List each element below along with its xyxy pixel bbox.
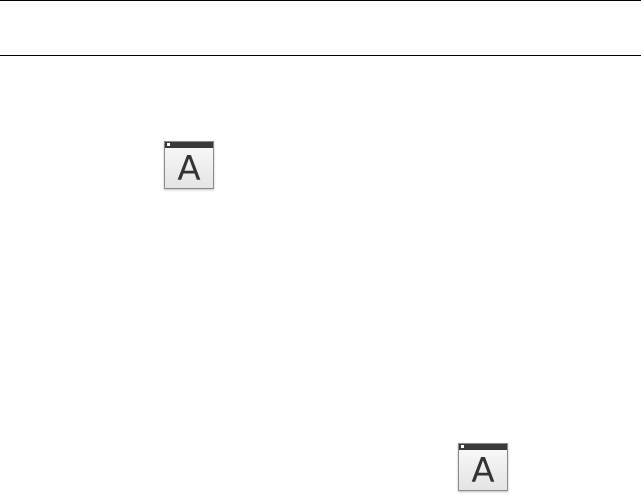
font-app-icon[interactable]: A (458, 443, 508, 491)
header-divider (0, 55, 641, 56)
letter-a-glyph: A (471, 451, 495, 491)
top-divider (0, 0, 641, 1)
letter-a-glyph: A (177, 149, 201, 189)
font-app-icon[interactable]: A (164, 141, 214, 189)
window-titlebar-icon (165, 142, 213, 148)
window-titlebar-icon (459, 444, 507, 450)
